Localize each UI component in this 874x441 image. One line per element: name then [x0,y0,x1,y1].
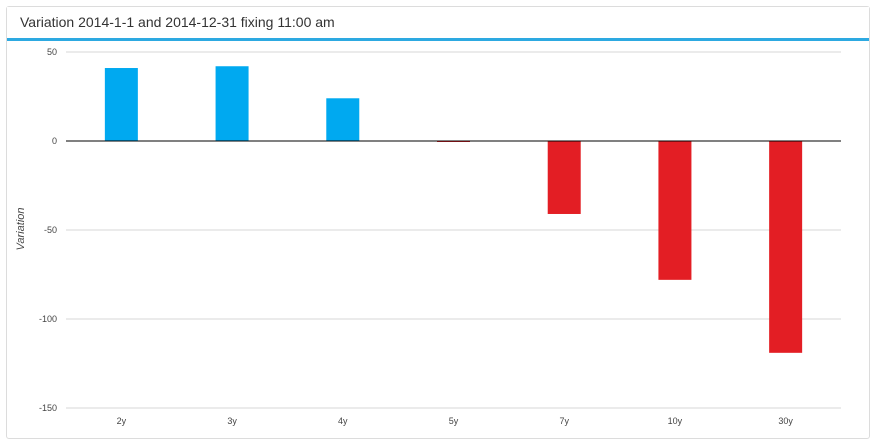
y-tick-label: -100 [39,314,57,324]
bar-2y[interactable] [104,68,138,141]
y-tick-labels: 50 0 -50 -100 -150 [39,47,57,413]
x-tick-label-3y: 3y [227,416,237,426]
y-tick-label: 0 [52,136,57,146]
panel-title: Variation 2014-1-1 and 2014-12-31 fixing… [20,14,335,30]
y-tick-label: 50 [47,47,57,57]
bar-4y[interactable] [326,98,360,141]
panel-header: Variation 2014-1-1 and 2014-12-31 fixing… [7,7,869,41]
bar-7y[interactable] [547,141,581,214]
bar-30y[interactable] [769,141,803,353]
bar-10y[interactable] [658,141,692,280]
x-tick-label-4y: 4y [338,416,348,426]
x-tick-label-5y: 5y [449,416,459,426]
bar-3y[interactable] [215,66,249,141]
y-tick-label: -150 [39,403,57,413]
chart-panel: Variation 2014-1-1 and 2014-12-31 fixing… [6,6,870,439]
x-tick-label-7y: 7y [559,416,569,426]
y-axis-title: Variation [15,207,27,250]
y-tick-label: -50 [44,225,57,235]
x-tick-label-30y: 30y [778,416,793,426]
x-tick-label-10y: 10y [668,416,683,426]
grid-lines [66,51,841,409]
x-tick-labels: 2y 3y 4y 5y 7y 10y 30y [117,416,794,426]
x-tick-label-2y: 2y [117,416,127,426]
bars [66,66,841,353]
